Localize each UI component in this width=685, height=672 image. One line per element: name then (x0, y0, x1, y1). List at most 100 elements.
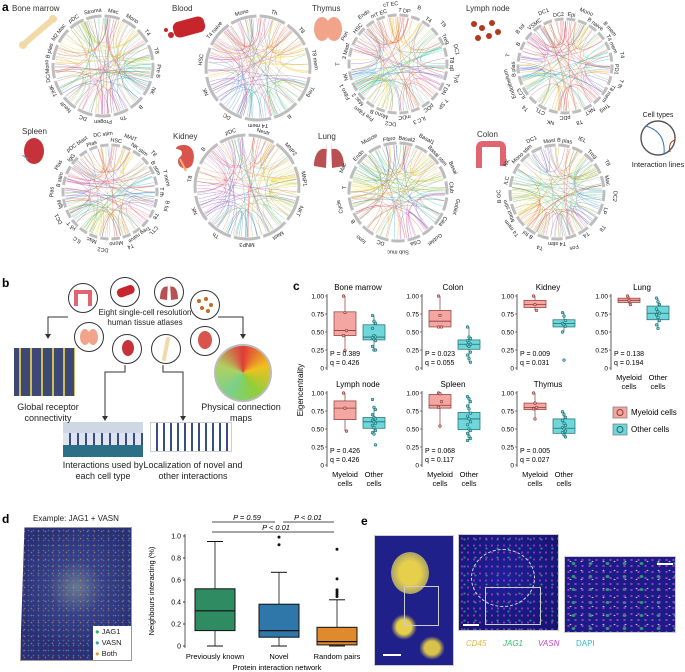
cell-type-label: mDC (398, 113, 411, 120)
other-point (370, 413, 375, 417)
q-value: q = 0.426 (330, 457, 359, 464)
interaction-line (551, 26, 587, 110)
q-value: q = 0.055 (425, 360, 454, 367)
interaction-line (351, 185, 408, 239)
outlier (277, 543, 281, 547)
myeloid-point (627, 298, 631, 302)
cell-type-label: T4 (521, 104, 530, 113)
cell-type-label: IgG (67, 153, 77, 164)
cell-type-label: DC1 (54, 212, 64, 225)
cell-type-arc (600, 86, 609, 96)
cell-type-label: T fh (158, 187, 164, 196)
interaction-line (209, 28, 289, 60)
myeloid-point (341, 391, 346, 395)
interaction-line (518, 149, 571, 216)
interaction-line (361, 78, 435, 95)
interaction-line (359, 146, 390, 219)
interaction-line (212, 146, 232, 224)
interaction-line (216, 40, 247, 116)
other-point (370, 313, 375, 318)
cell-type-arc (421, 225, 435, 236)
cell-type-label: Progen (94, 118, 112, 124)
interaction-line (217, 78, 306, 99)
cell-type-label: T4 (618, 52, 625, 59)
cell-type-arc (351, 36, 359, 46)
cell-type-arc (204, 47, 212, 75)
y-tick-label: 0.75 (311, 312, 324, 319)
interaction-line (65, 198, 129, 234)
interaction-line (115, 24, 131, 106)
interaction-line (226, 28, 272, 117)
cell-type-label: NK (148, 86, 157, 96)
interaction-line (386, 18, 436, 93)
y-tick-label: 0.25 (311, 348, 324, 355)
interaction-line (97, 148, 130, 233)
interaction-line (91, 152, 133, 234)
other-point (563, 429, 568, 433)
interaction-line (513, 182, 596, 216)
y-axis-label: Neighbours interacting (%) (147, 546, 156, 635)
cell-type-arc (437, 82, 445, 92)
other-point (370, 423, 375, 427)
cell-type-arc (65, 209, 72, 219)
cell-type-label: T (342, 185, 348, 189)
myeloid-point (436, 294, 441, 298)
cell-type-label: B tol (515, 23, 527, 35)
interaction-line (542, 26, 601, 95)
cell-type-arc (85, 14, 102, 21)
interaction-line (223, 31, 295, 103)
boxplot-lung: Lung 0 0.25 0.50 0.75 1.00 P = 0.138 q = 0.194 M… (595, 283, 670, 391)
cell-type-label: B plas (557, 137, 573, 145)
interaction-line (555, 147, 597, 178)
interaction-line (240, 21, 296, 102)
y-tick-label: 0.50 (406, 427, 419, 434)
y-tick-label: 0.75 (501, 409, 514, 416)
tissue-overview-image (374, 535, 454, 666)
cell-type-arc (233, 235, 261, 241)
interaction-line (521, 72, 602, 93)
interaction-line (242, 81, 305, 116)
cell-type-label: ILC (72, 234, 82, 244)
cell-type-arc (407, 234, 421, 242)
interaction-line (214, 207, 263, 235)
cell-type-label: T4 (143, 28, 152, 37)
cell-type-arc (121, 18, 137, 30)
interaction-line (585, 74, 608, 89)
cell-type-label: Th (212, 231, 221, 240)
receptor-connectivity-heatmap-thumbnail (14, 348, 75, 396)
cell-type-arc (383, 141, 397, 147)
interaction-line (554, 49, 608, 110)
myeloid-point (625, 294, 630, 298)
interaction-line (358, 17, 404, 48)
interaction-line (352, 26, 381, 75)
interaction-line (522, 162, 587, 226)
y-tick-label: 0 (415, 366, 419, 373)
outlier (335, 588, 339, 592)
cell-type-arc (577, 19, 588, 26)
cell-type-label: ILC 3 (412, 114, 426, 124)
cell-type-arc (78, 149, 88, 158)
interaction-line (93, 18, 122, 111)
interaction-line (353, 17, 393, 53)
interaction-line (402, 67, 445, 111)
box (258, 603, 300, 638)
other-point (563, 415, 568, 420)
cell-type-arc (532, 24, 542, 32)
y-tick-label: 0.25 (406, 445, 419, 452)
interaction-line (60, 18, 100, 90)
legend-chord-example (640, 120, 676, 156)
cell-type-arc (608, 52, 614, 62)
interaction-line (89, 212, 103, 235)
y-tick-label: 0.75 (311, 409, 324, 416)
interaction-line (527, 156, 586, 227)
cell-type-label: DC1 (526, 135, 539, 145)
myeloid-point (344, 328, 349, 333)
cell-type-label: B (136, 103, 143, 110)
interaction-line (524, 208, 583, 230)
other-point (560, 431, 565, 435)
other-point (656, 326, 660, 331)
interaction-line (571, 170, 597, 231)
